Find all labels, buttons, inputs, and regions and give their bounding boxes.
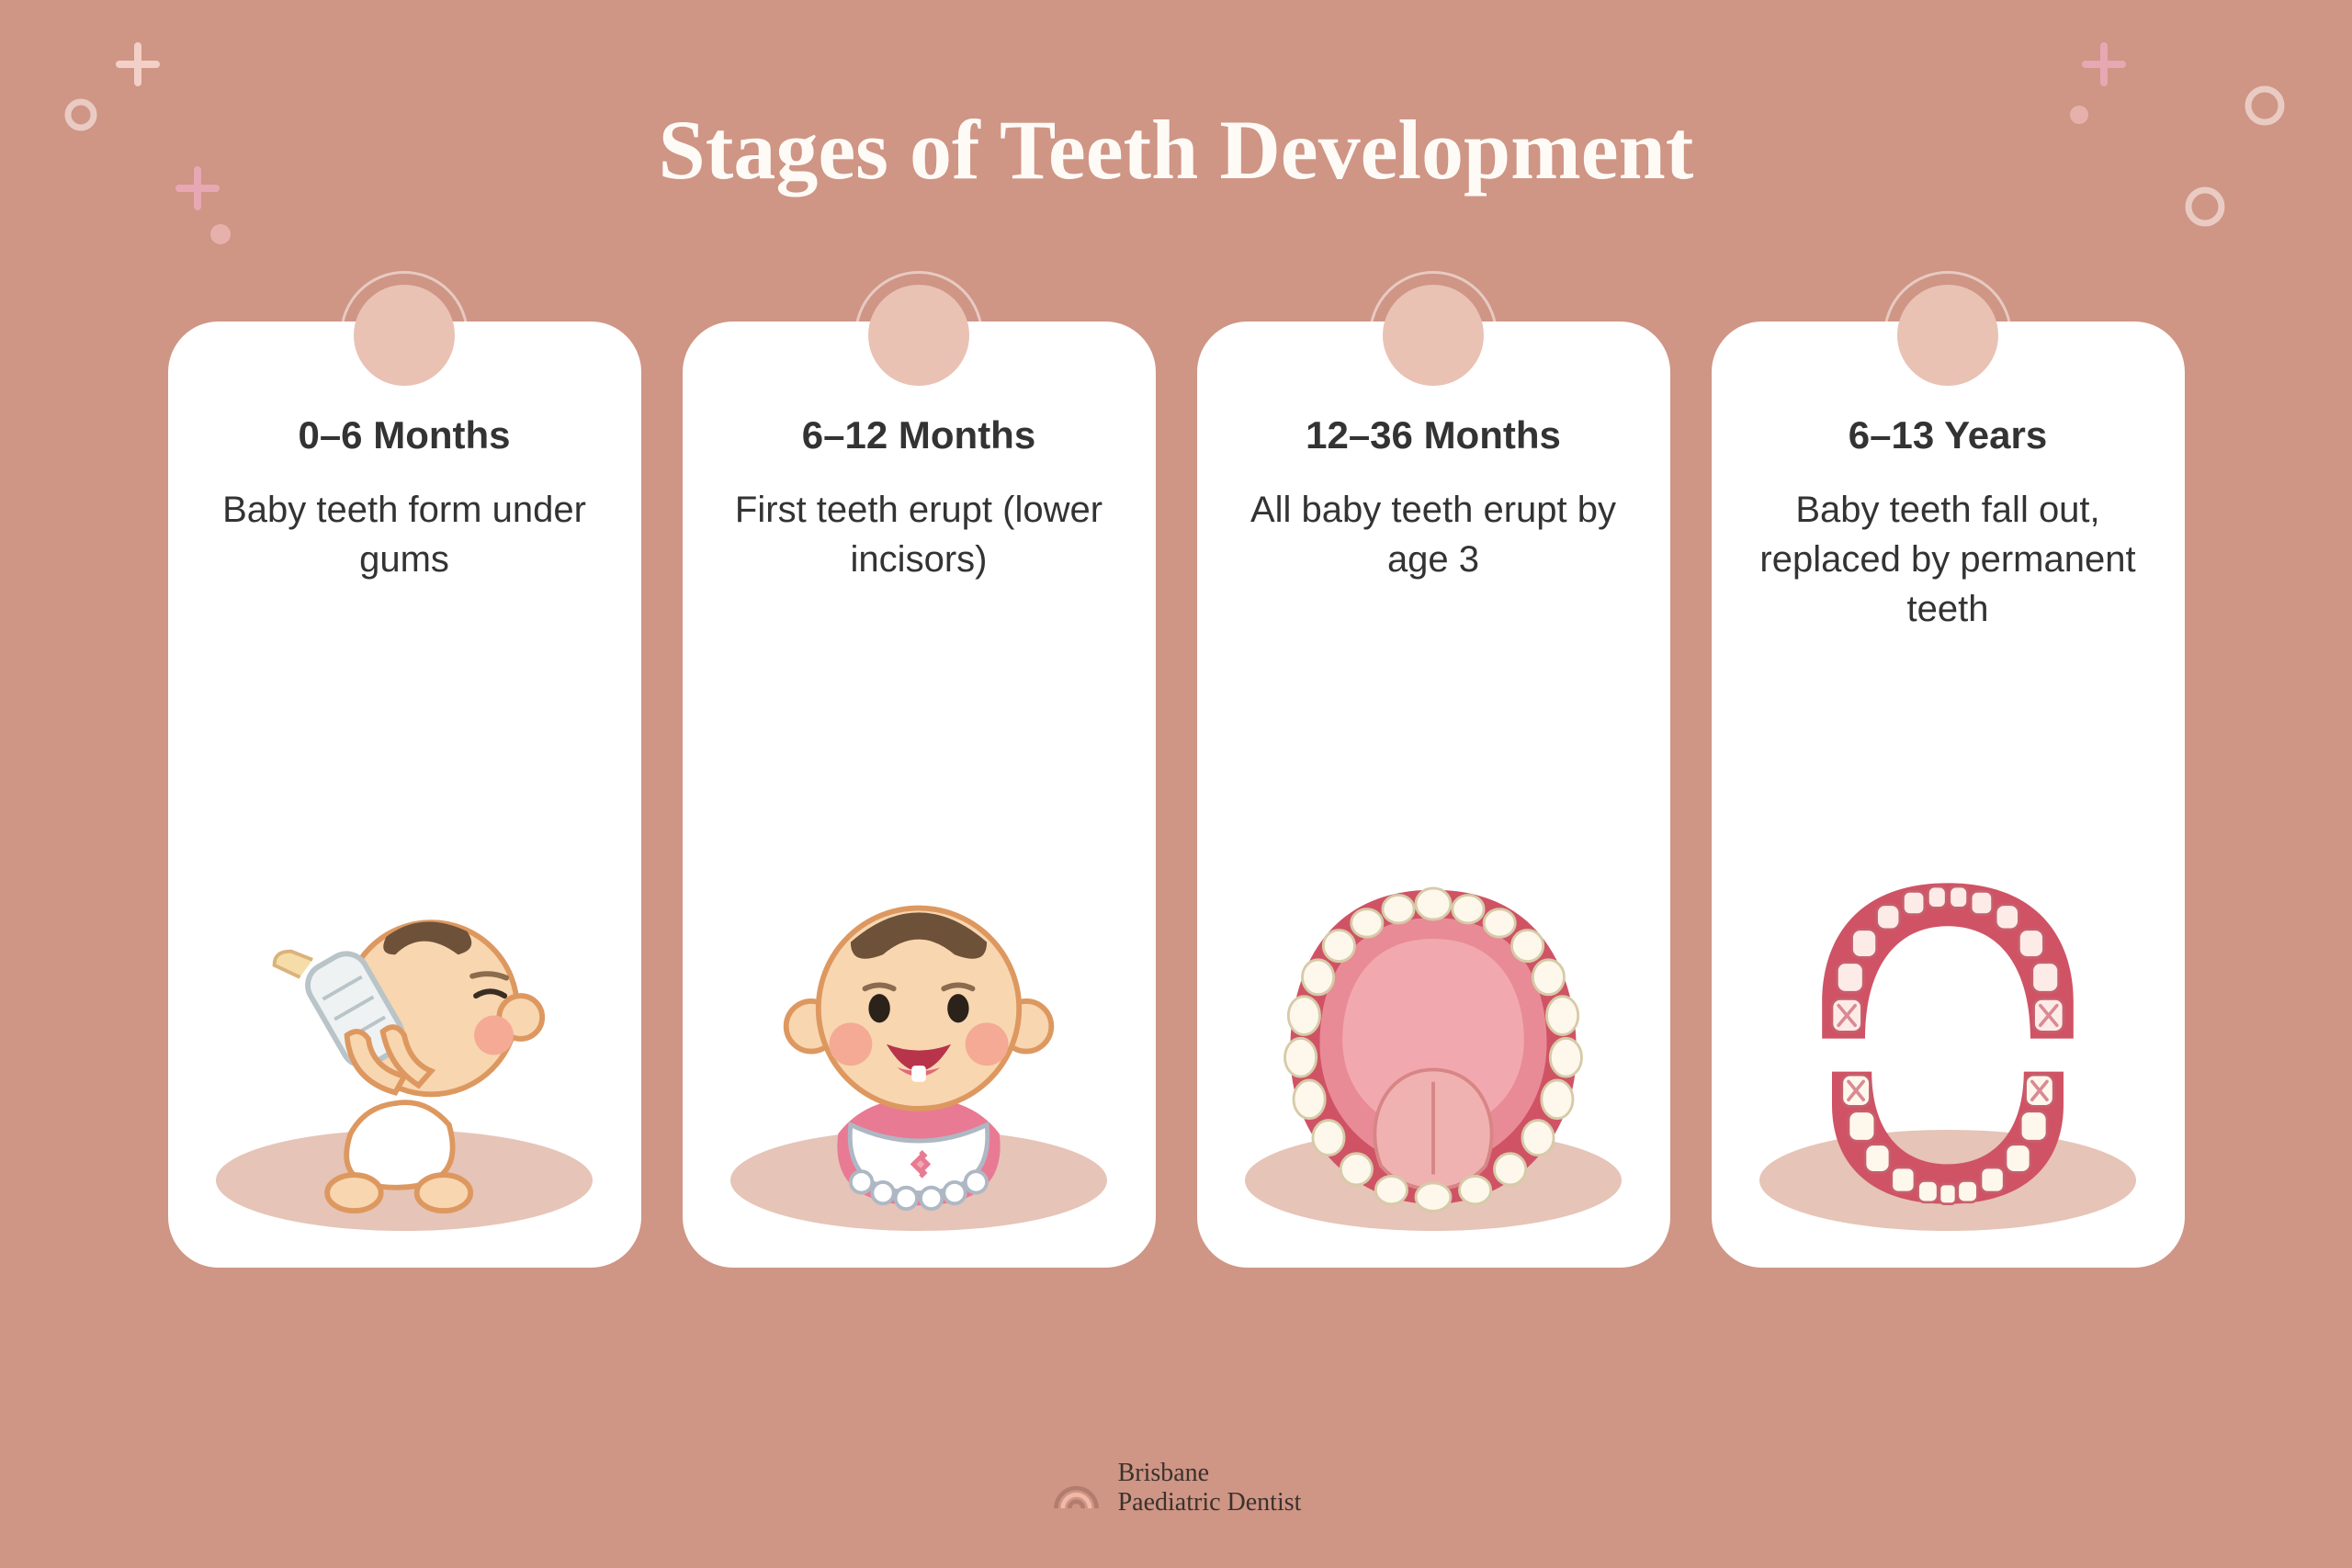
card-pin-icon (854, 271, 983, 400)
stage-card-0: 0–6 Months Baby teeth form under gums (168, 321, 641, 1268)
stage-illustration (1739, 661, 2157, 1231)
stage-title: 6–12 Months (802, 413, 1035, 457)
card-pin-icon (340, 271, 469, 400)
baby-bottle-icon (225, 856, 583, 1214)
stage-illustration (196, 612, 614, 1231)
card-pin-icon (1883, 271, 2012, 400)
logo-rainbow-icon (1051, 1466, 1102, 1510)
stage-desc: Baby teeth fall out, replaced by permane… (1739, 485, 2157, 634)
footer-line2: Paediatric Dentist (1118, 1488, 1302, 1517)
stage-title: 12–36 Months (1306, 413, 1561, 457)
baby-smile-icon (740, 856, 1098, 1214)
page-title: Stages of Teeth Development (0, 101, 2352, 198)
card-pin-icon (1369, 271, 1498, 400)
stage-illustration (1225, 612, 1643, 1231)
cards-row: 0–6 Months Baby teeth form under gums (138, 321, 2214, 1268)
footer-line1: Brisbane (1118, 1459, 1302, 1488)
mouth-teeth-icon (1259, 869, 1608, 1218)
stage-title: 6–13 Years (1849, 413, 2047, 457)
footer-brand: Brisbane Paediatric Dentist (1118, 1459, 1302, 1517)
stage-card-1: 6–12 Months First teeth erupt (lower inc… (683, 321, 1156, 1268)
stage-desc: First teeth erupt (lower incisors) (710, 485, 1128, 584)
stage-desc: Baby teeth form under gums (196, 485, 614, 584)
stage-title: 0–6 Months (298, 413, 510, 457)
stage-desc: All baby teeth erupt by age 3 (1225, 485, 1643, 584)
stage-illustration (710, 612, 1128, 1231)
stage-card-2: 12–36 Months All baby teeth erupt by age… (1197, 321, 1670, 1268)
stage-card-3: 6–13 Years Baby teeth fall out, replaced… (1712, 321, 2185, 1268)
jaw-empty-icon (1782, 869, 2113, 1218)
footer: Brisbane Paediatric Dentist (0, 1459, 2352, 1517)
infographic-canvas: Stages of Teeth Development 0–6 Months B… (0, 0, 2352, 1568)
